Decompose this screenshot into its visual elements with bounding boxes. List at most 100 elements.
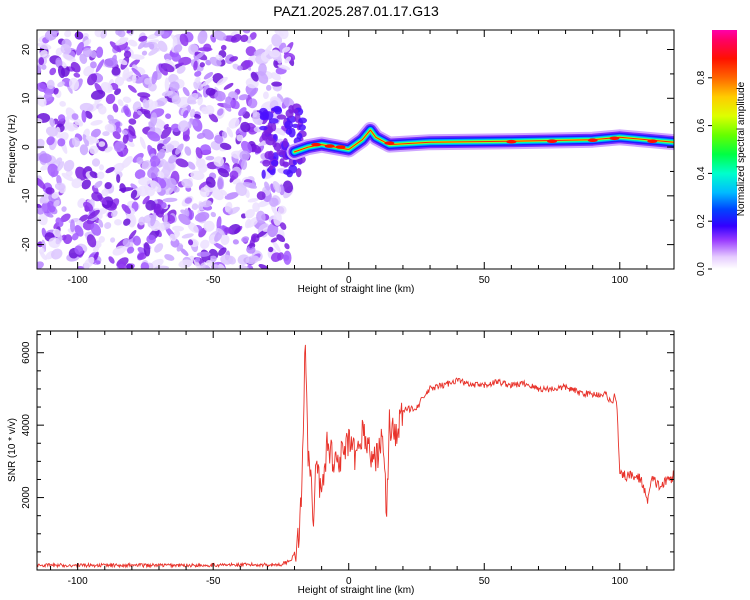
noise-blob — [79, 102, 94, 112]
noise-blob — [246, 245, 256, 254]
noise-blob — [230, 99, 240, 110]
noise-blob — [101, 189, 109, 197]
noise-blob — [150, 212, 157, 227]
noise-blob — [91, 191, 103, 202]
noise-blob — [122, 238, 131, 247]
noise-blob — [79, 144, 89, 156]
noise-blob — [82, 134, 89, 147]
transition-blob — [296, 132, 303, 140]
noise-blob — [242, 30, 251, 34]
noise-blob — [172, 225, 184, 232]
noise-blob — [229, 170, 239, 180]
noise-blob — [229, 56, 239, 62]
noise-blob — [87, 209, 100, 220]
noise-blob — [90, 89, 106, 100]
noise-blob — [81, 110, 87, 123]
noise-blob — [220, 189, 228, 196]
noise-blob — [95, 46, 104, 59]
colorbar-gradient — [712, 30, 737, 269]
noise-blob — [218, 247, 227, 256]
transition-blob — [276, 114, 287, 120]
x-tick-label: -50 — [206, 275, 221, 286]
noise-blob — [250, 71, 259, 82]
noise-blob — [78, 214, 89, 223]
noise-blob — [272, 180, 282, 193]
noise-blob — [193, 81, 199, 90]
noise-blob — [122, 133, 129, 144]
noise-blob — [132, 235, 141, 246]
noise-blob — [143, 242, 151, 257]
transition-blob — [295, 168, 302, 178]
noise-blob — [189, 108, 196, 118]
noise-blob — [142, 195, 150, 205]
noise-blob — [196, 251, 211, 257]
noise-blob — [109, 41, 122, 53]
noise-blob — [224, 192, 239, 200]
noise-blob — [244, 60, 254, 68]
noise-blob — [232, 239, 239, 245]
noise-blob — [138, 35, 148, 42]
noise-blob — [276, 234, 286, 243]
snr-y-ticks: 2000 4000 6000 — [21, 334, 674, 571]
signal-hotspot — [311, 142, 322, 147]
noise-blob — [39, 247, 45, 255]
noise-blob — [154, 265, 170, 269]
noise-blob — [55, 235, 63, 245]
noise-blob — [276, 127, 286, 136]
noise-blob — [147, 166, 160, 179]
noise-blob — [201, 77, 214, 87]
noise-blob — [89, 171, 99, 179]
noise-blob — [148, 47, 160, 56]
noise-blob — [193, 51, 205, 61]
noise-blob — [71, 233, 79, 241]
noise-blob — [220, 254, 234, 265]
noise-blob — [187, 92, 199, 104]
noise-blob — [128, 125, 136, 137]
noise-blob — [71, 113, 79, 120]
noise-blob — [100, 82, 113, 94]
noise-blob — [145, 200, 157, 211]
noise-blob — [98, 236, 105, 243]
noise-blob — [146, 234, 156, 244]
noise-blob — [104, 123, 115, 133]
noise-blob — [98, 141, 106, 147]
noise-blob — [37, 82, 47, 92]
noise-blob — [129, 59, 140, 68]
noise-blob — [211, 264, 220, 269]
noise-blob — [44, 30, 58, 41]
noise-blob — [175, 158, 189, 168]
noise-blob — [181, 233, 194, 239]
noise-blob — [223, 102, 232, 112]
transition-blob — [261, 169, 266, 179]
noise-blob — [84, 110, 93, 119]
noise-blob — [83, 201, 94, 212]
noise-blob — [123, 105, 132, 118]
noise-blob — [105, 166, 115, 174]
noise-blob — [104, 146, 113, 153]
noise-blob — [52, 228, 62, 238]
noise-blob — [108, 256, 115, 264]
transition-blob — [282, 161, 290, 167]
noise-blob — [204, 105, 215, 115]
noise-blob — [160, 202, 167, 209]
noise-blob — [214, 134, 224, 144]
noise-blob — [90, 50, 97, 59]
noise-blob — [279, 222, 287, 230]
transition-blob — [276, 149, 285, 156]
colorbar: 0.0 0.2 0.4 0.6 0.8 Normalized spectral ampl… — [696, 30, 747, 276]
noise-blob — [90, 61, 97, 69]
noise-blob — [213, 30, 227, 41]
figure-title: PAZ1.2025.287.01.17.G13 — [273, 3, 439, 19]
noise-blob — [37, 207, 44, 215]
noise-blob — [172, 186, 180, 193]
noise-blob — [164, 254, 175, 261]
noise-blob — [39, 50, 48, 58]
noise-blob — [201, 200, 212, 208]
noise-blob — [111, 210, 118, 218]
noise-blob — [74, 31, 84, 40]
noise-blob — [85, 135, 100, 144]
snr-x-label: Height of straight line (km) — [298, 585, 415, 596]
noise-blob — [216, 227, 225, 236]
noise-blob — [82, 47, 93, 58]
